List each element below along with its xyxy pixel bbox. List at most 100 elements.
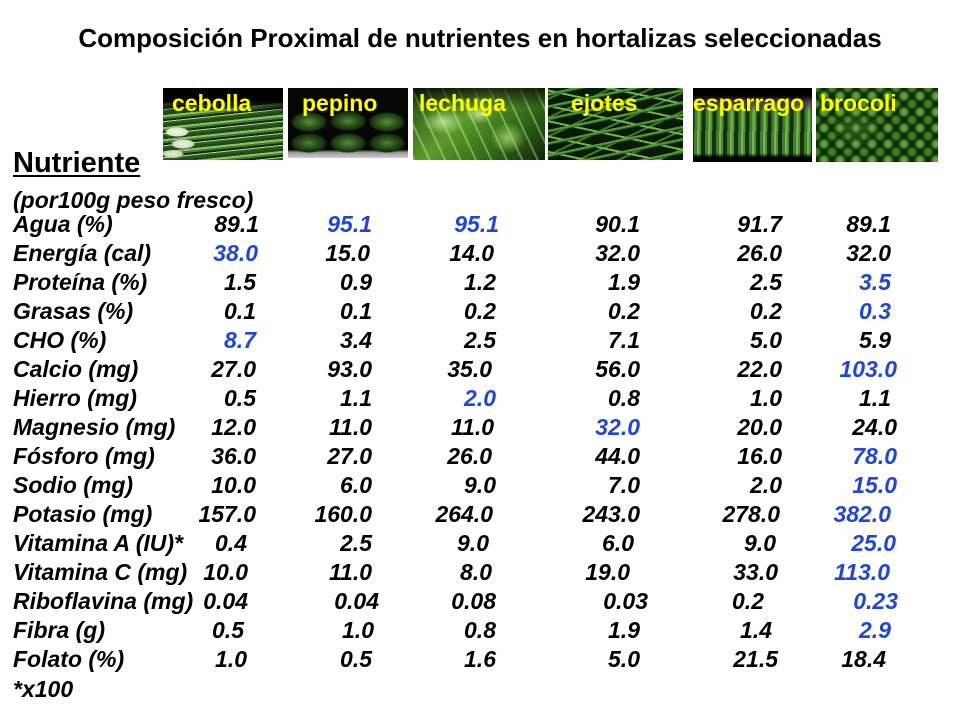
nutrient-label: CHO (%)	[13, 326, 107, 353]
value-cell-ejotes: 32.0	[595, 413, 640, 440]
nutrient-label: Sodio (mg)	[13, 472, 134, 499]
value-cell-cebolla: 36.0	[211, 443, 256, 469]
value-cell-pepino: 6.0	[340, 472, 372, 499]
value-cell-pepino: 0.9	[340, 268, 372, 295]
vegetable-label-pepino: pepino	[302, 90, 378, 116]
unit-subheader: (por100g peso fresco)	[13, 187, 254, 213]
value-cell-esparrago: 21.5	[733, 646, 778, 673]
value-cell-ejotes: 7.1	[608, 326, 640, 353]
value-cell-cebolla: 1.5	[224, 268, 256, 295]
value-cell-brocoli: 18.4	[841, 646, 886, 673]
value-cell-pepino: 0.04	[334, 588, 379, 615]
value-cell-lechuga: 14.0	[449, 239, 494, 266]
vegetable-label-lechuga: lechuga	[419, 90, 506, 116]
nutrient-label: Vitamina A (IU)*	[13, 530, 183, 557]
nutrient-row: Calcio (mg) 27.0 93.0 35.0 56.0 22.0 103.0	[0, 355, 960, 384]
value-cell-esparrago: 5.0	[750, 326, 782, 353]
value-cell-brocoli: 24.0	[852, 413, 897, 440]
value-cell-lechuga: 0.2	[464, 297, 496, 324]
nutrient-column-header: Nutriente	[13, 147, 141, 179]
value-cell-esparrago: 16.0	[737, 443, 782, 469]
slide-title: Composición Proximal de nutrientes en ho…	[78, 23, 882, 53]
value-cell-brocoli: 0.3	[859, 297, 891, 324]
value-cell-brocoli: 25.0	[851, 530, 896, 557]
nutrient-label: Grasas (%)	[13, 297, 134, 324]
asparagus-photo	[693, 88, 812, 162]
value-cell-pepino: 0.5	[340, 646, 372, 673]
value-cell-pepino: 95.1	[327, 210, 372, 237]
value-cell-esparrago: 20.0	[737, 413, 782, 440]
value-cell-lechuga: 8.0	[460, 559, 492, 586]
value-cell-lechuga: 1.2	[464, 268, 496, 295]
vegetable-label-ejotes: ejotes	[571, 90, 638, 116]
nutrient-row: Agua (%) 89.1 95.1 95.1 90.1 91.7 89.1	[0, 210, 960, 239]
value-cell-pepino: 15.0	[325, 239, 370, 266]
nutrient-label: Energía (cal)	[13, 239, 152, 266]
value-cell-ejotes: 7.0	[608, 472, 640, 499]
value-cell-lechuga: 9.0	[457, 530, 489, 557]
value-cell-lechuga: 1.6	[464, 646, 496, 673]
value-cell-brocoli: 0.23	[853, 588, 898, 615]
value-cell-brocoli: 113.0	[834, 559, 890, 586]
nutrient-row: Hierro (mg) 0.5 1.1 2.0 0.8 1.0 1.1	[0, 384, 960, 413]
value-cell-esparrago: 0.2	[750, 297, 782, 324]
value-cell-pepino: 1.0	[342, 617, 374, 644]
value-cell-brocoli: 15.0	[852, 472, 897, 499]
nutrient-row: Fibra (g) 0.5 1.0 0.8 1.9 1.4 2.9	[0, 616, 960, 645]
value-cell-ejotes: 0.2	[608, 297, 640, 324]
nutrient-table: Agua (%) 89.1 95.1 95.1 90.1 91.7 89.1 Energía …	[0, 210, 960, 704]
nutrient-row: Vitamina C (mg) 10.0 11.0 8.0 19.0 33.0 113.0	[0, 558, 960, 587]
value-cell-cebolla: 12.0	[211, 413, 256, 440]
value-cell-esparrago: 2.5	[750, 268, 782, 295]
nutrient-row: Vitamina A (IU)* 0.4 2.5 9.0 6.0 9.0 25.0	[0, 529, 960, 558]
green-onion-photo	[163, 88, 283, 160]
nutrient-label: Agua (%)	[13, 210, 113, 237]
value-cell-lechuga: 0.08	[451, 588, 496, 615]
value-cell-esparrago: 9.0	[744, 530, 776, 557]
value-cell-lechuga: 95.1	[454, 210, 499, 237]
value-cell-brocoli: 3.5	[859, 268, 891, 295]
value-cell-lechuga: 26.0	[447, 443, 492, 469]
nutrient-row: Sodio (mg) 10.0 6.0 9.0 7.0 2.0 15.0	[0, 471, 960, 500]
value-cell-cebolla: 0.1	[224, 297, 256, 324]
value-cell-ejotes: 32.0	[595, 239, 640, 266]
nutrient-row: Energía (cal) 38.0 15.0 14.0 32.0 26.0 32.0	[0, 239, 960, 268]
value-cell-cebolla: 38.0	[213, 239, 258, 266]
value-cell-ejotes: 6.0	[602, 530, 634, 557]
value-cell-ejotes: 0.8	[608, 384, 640, 411]
value-cell-cebolla: 0.5	[212, 617, 244, 644]
value-cell-cebolla: 157.0	[198, 501, 256, 528]
value-cell-ejotes: 0.03	[603, 588, 648, 615]
nutrient-row: Riboflavina (mg) 0.04 0.04 0.08 0.03 0.2 0.23	[0, 587, 960, 616]
value-cell-brocoli: 382.0	[833, 501, 891, 528]
value-cell-pepino: 93.0	[327, 355, 372, 382]
nutrient-label: Vitamina C (mg)	[13, 559, 188, 586]
nutrient-row: Potasio (mg) 157.0 160.0 264.0 243.0 278.0 382…	[0, 500, 960, 529]
value-cell-lechuga: 35.0	[447, 355, 492, 382]
value-cell-ejotes: 1.9	[608, 268, 640, 295]
value-cell-pepino: 11.0	[328, 559, 372, 586]
value-cell-brocoli: 78.0	[852, 443, 897, 469]
value-cell-brocoli: 32.0	[846, 239, 891, 266]
value-cell-lechuga: 11.0	[450, 413, 494, 440]
value-cell-esparrago: 2.0	[750, 472, 782, 499]
nutrient-label: Hierro (mg)	[13, 384, 137, 411]
value-cell-esparrago: 1.0	[750, 384, 782, 411]
nutrient-label: Calcio (mg)	[13, 355, 139, 382]
vegetable-label-esparrago: esparrago	[693, 90, 805, 116]
value-cell-ejotes: 1.9	[608, 617, 640, 644]
nutrient-label: Folato (%)	[13, 646, 125, 673]
value-cell-ejotes: 44.0	[595, 443, 640, 469]
value-cell-brocoli: 5.9	[859, 326, 891, 353]
value-cell-esparrago: 91.7	[737, 210, 782, 237]
value-cell-pepino: 160.0	[314, 501, 372, 528]
broccoli-photo	[816, 88, 938, 162]
value-cell-lechuga: 264.0	[435, 501, 493, 528]
value-cell-lechuga: 9.0	[464, 472, 496, 499]
cucumber-photo	[288, 88, 408, 158]
nutrient-row: Folato (%) 1.0 0.5 1.6 5.0 21.5 18.4	[0, 645, 960, 674]
value-cell-pepino: 0.1	[340, 297, 372, 324]
nutrient-label: Magnesio (mg)	[13, 413, 176, 440]
value-cell-esparrago: 33.0	[733, 559, 778, 586]
